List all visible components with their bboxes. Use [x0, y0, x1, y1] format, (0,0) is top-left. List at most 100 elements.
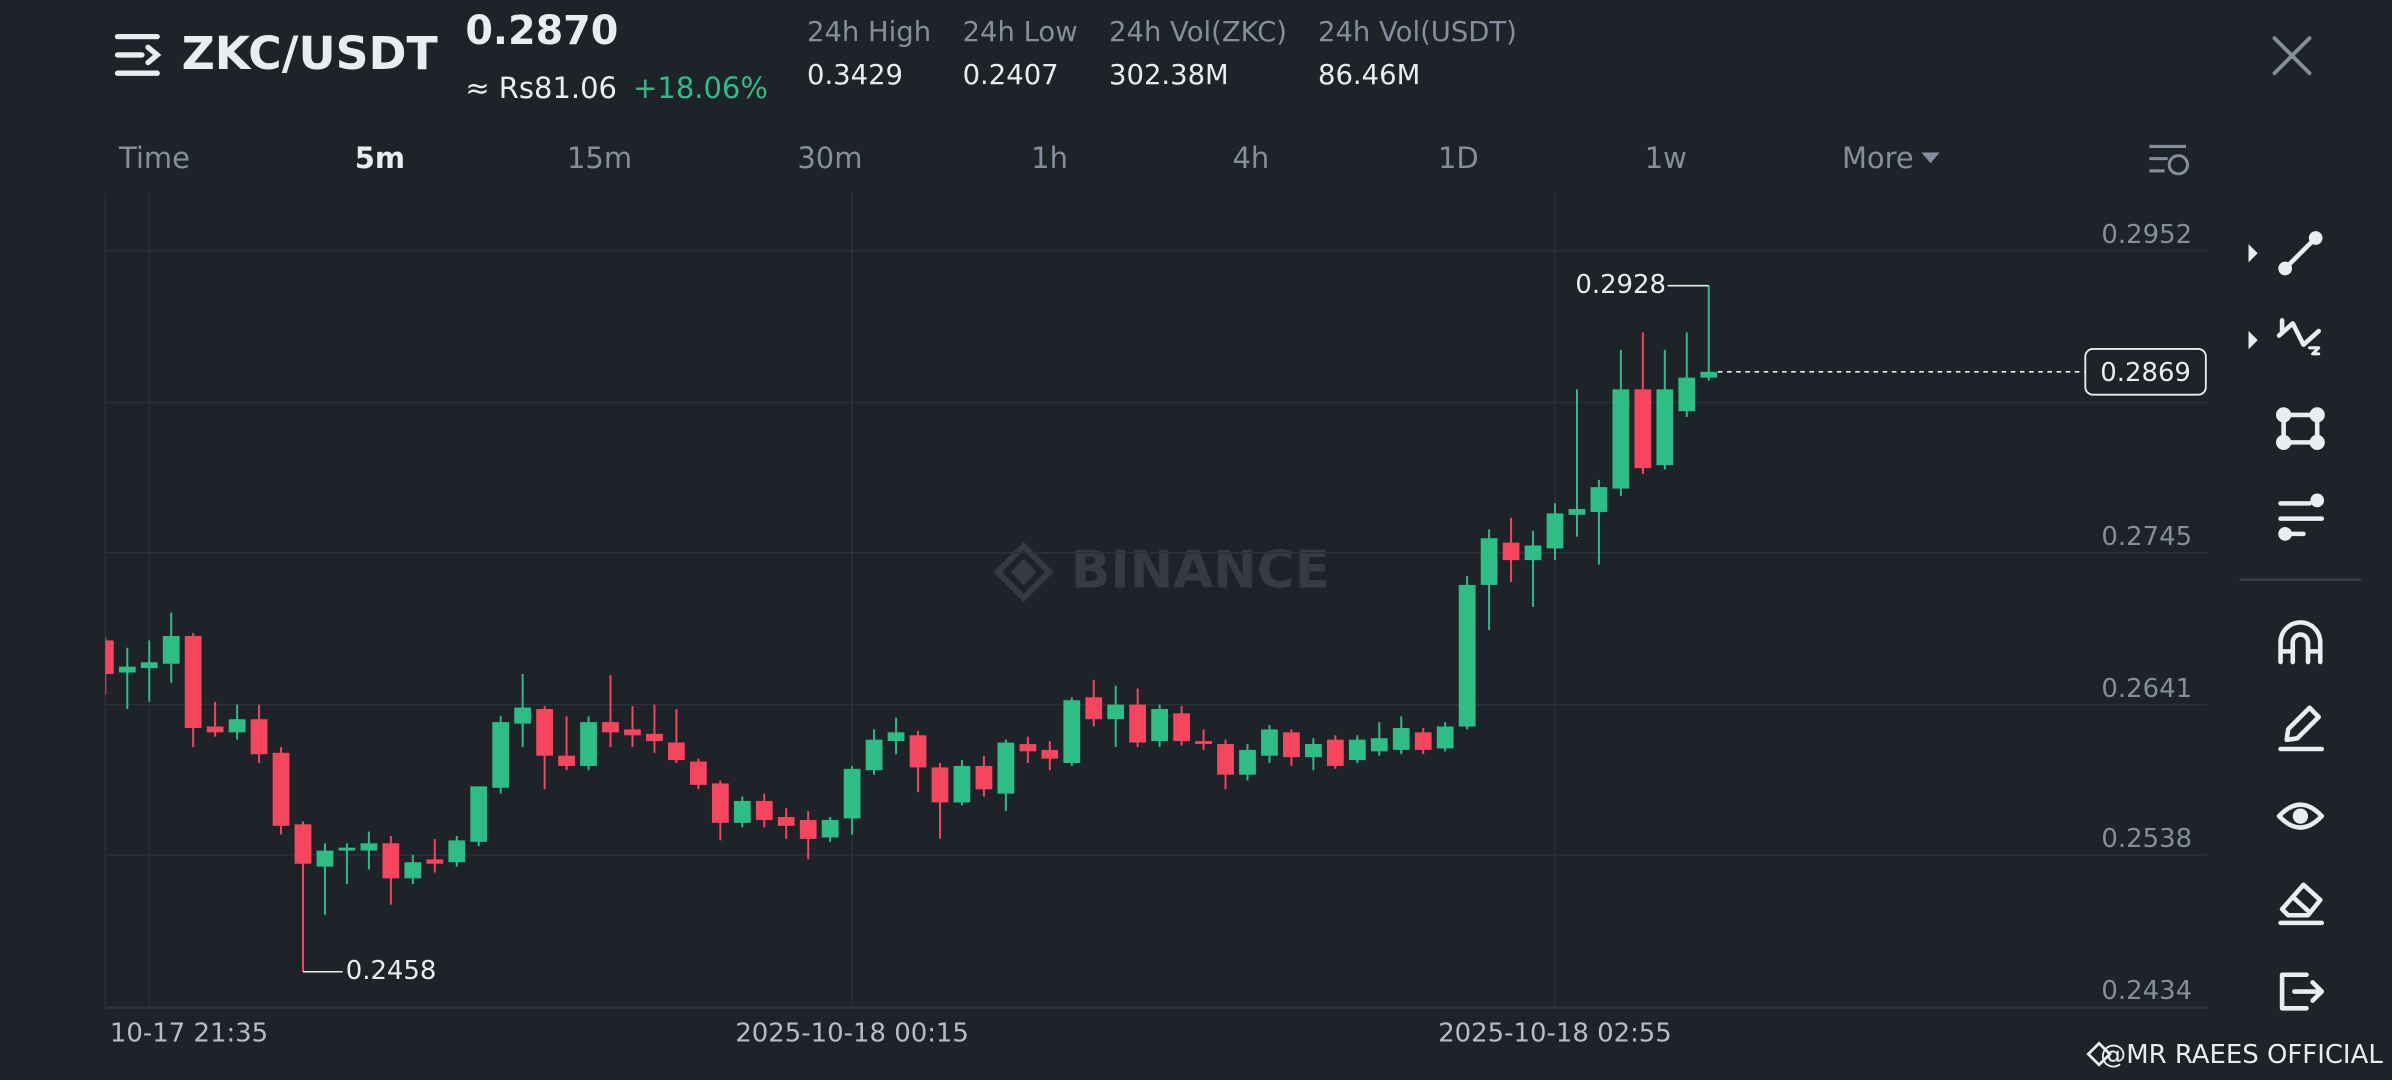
- candle-body: [360, 843, 378, 851]
- icon-stroke: [2276, 407, 2292, 423]
- candle-body: [316, 850, 334, 867]
- logo-shape: [993, 541, 1054, 603]
- candle-body: [668, 742, 685, 761]
- stat-label: 24h High: [807, 17, 931, 48]
- candle-body: [1326, 739, 1344, 766]
- candle-body: [975, 765, 993, 790]
- timeframe-tab[interactable]: 1D: [1438, 141, 1479, 175]
- candle-body: [1458, 584, 1476, 727]
- candle-body: [1502, 542, 1520, 561]
- chart-settings-button[interactable]: [2149, 144, 2190, 176]
- candle-body: [689, 761, 707, 785]
- local-price: ≈ Rs81.06: [465, 71, 617, 105]
- icon-stroke: [2292, 808, 2309, 824]
- candle-body: [733, 800, 751, 823]
- candle-body: [1656, 389, 1674, 466]
- timeframe-tab[interactable]: 15m: [567, 141, 632, 175]
- candle-body: [1019, 744, 1037, 752]
- magnet-tool[interactable]: [2278, 620, 2323, 665]
- icon-stroke: [145, 44, 162, 66]
- pair-name[interactable]: ZKC/USDT: [182, 27, 438, 80]
- candle-body: [294, 824, 312, 864]
- shape-tool[interactable]: [2276, 407, 2325, 450]
- candle-body: [536, 709, 554, 756]
- last-price-box[interactable]: [2084, 348, 2207, 396]
- expand-arrow[interactable]: [2248, 331, 2258, 350]
- candle-body: [1700, 371, 1718, 378]
- icon-stroke: [2278, 261, 2293, 276]
- watermark-logo: [993, 541, 1054, 603]
- candle-body: [1612, 389, 1630, 489]
- timeframe-tab[interactable]: 1h: [1031, 141, 1068, 175]
- y-tick-label: 0.2952: [2101, 220, 2192, 250]
- visibility-tool[interactable]: [2276, 802, 2325, 830]
- eraser-tool[interactable]: [2278, 882, 2325, 926]
- candle-body: [997, 742, 1015, 794]
- timeframe-tab[interactable]: 1w: [1645, 141, 1687, 175]
- icon-stroke: [2308, 231, 2323, 245]
- candle-body: [1546, 513, 1564, 549]
- candle-body: [1392, 727, 1410, 750]
- exit-tool[interactable]: [2279, 972, 2325, 1011]
- candle-body: [1239, 749, 1256, 775]
- icon-stroke: [2309, 434, 2325, 450]
- fib-tool[interactable]: [2276, 318, 2321, 356]
- timeframe-tab[interactable]: 4h: [1233, 141, 1270, 175]
- pen-tool[interactable]: [2278, 705, 2325, 752]
- y-tick-label: 0.2745: [2101, 522, 2192, 552]
- last-price-label: 0.2869: [2100, 358, 2191, 388]
- icon-stroke: [2276, 321, 2321, 348]
- dropdown-arrow: [1921, 152, 1940, 164]
- candle-body: [909, 735, 927, 768]
- candle-body: [404, 862, 422, 879]
- expand-arrow[interactable]: [2248, 244, 2258, 263]
- candle-body: [931, 767, 949, 803]
- candle-body: [711, 783, 729, 823]
- candles: [105, 285, 1718, 972]
- trend-line-tool[interactable]: [2278, 231, 2323, 276]
- candle-body: [1436, 726, 1454, 749]
- y-tick-label: 0.2538: [2101, 824, 2192, 854]
- stat-label: 24h Vol(USDT): [1318, 17, 1517, 48]
- stat-value: 0.3429: [807, 60, 903, 91]
- candle-body: [646, 733, 663, 742]
- icon-stroke: [2278, 620, 2323, 665]
- candle-body: [624, 729, 641, 736]
- candle-body: [755, 800, 773, 820]
- close-button[interactable]: [2272, 36, 2312, 76]
- last-price: 0.2870: [465, 8, 618, 54]
- x-tick-label: 2025-10-18 00:15: [735, 1019, 969, 1049]
- candle-body: [1370, 738, 1388, 752]
- candle-body: [1348, 739, 1366, 761]
- candle-body: [426, 859, 444, 864]
- watermark-text: BINANCE: [1071, 541, 1330, 601]
- icon-stroke: [2272, 36, 2312, 76]
- candle-body: [558, 755, 575, 766]
- indicator-tool[interactable]: [2278, 493, 2325, 541]
- timeframe-tab[interactable]: More: [1842, 141, 1914, 175]
- candle-body: [382, 843, 400, 879]
- candle-body: [1568, 509, 1586, 515]
- candle-body: [105, 640, 114, 674]
- candle-body: [953, 765, 971, 803]
- icon-stroke: [2167, 154, 2190, 176]
- candle-body: [1195, 741, 1212, 745]
- logo-shape: [2086, 1041, 2112, 1067]
- icon-stroke: [2279, 972, 2325, 1011]
- candle-body: [492, 722, 510, 788]
- candle-body: [887, 732, 905, 742]
- candle-body: [821, 819, 839, 838]
- timeframe-tab[interactable]: 5m: [355, 141, 405, 175]
- icon-stroke: [2278, 882, 2325, 926]
- icon-stroke: [2276, 802, 2325, 830]
- menu-button[interactable]: [114, 33, 162, 76]
- timeframe-tab[interactable]: Time: [118, 141, 190, 175]
- timeframe-tab[interactable]: 30m: [797, 141, 862, 175]
- candle-body: [1261, 729, 1278, 756]
- credit-logo: [2086, 1041, 2112, 1067]
- x-tick-label: 2025-10-18 02:55: [1438, 1019, 1672, 1049]
- candle-body: [1085, 697, 1103, 720]
